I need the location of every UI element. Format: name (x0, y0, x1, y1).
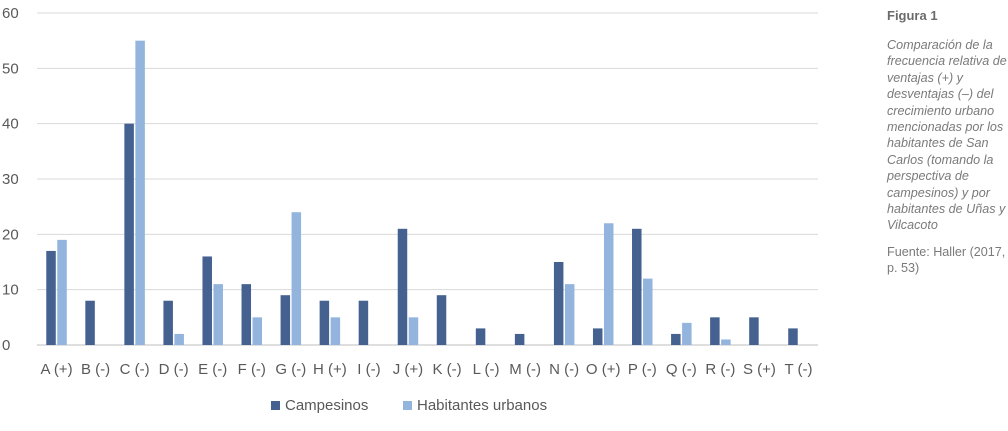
x-tick-label: R (-) (705, 361, 735, 378)
x-tick-label: M (-) (509, 361, 541, 378)
bar-campesinos (163, 300, 173, 345)
bar-campesinos (85, 300, 95, 345)
bar-habitantes-urbanos (291, 212, 302, 345)
gridlines (37, 12, 818, 346)
bar-campesinos (358, 300, 369, 345)
bar-habitantes-urbanos (721, 339, 731, 345)
bar-campesinos (632, 228, 642, 345)
x-tick-label: H (+) (313, 361, 347, 378)
x-tick-label: K (-) (432, 361, 461, 378)
bar-campesinos (553, 262, 564, 345)
bar-habitantes-urbanos (682, 322, 692, 345)
x-tick-label: E (-) (198, 361, 227, 378)
bar-campesinos (124, 123, 134, 346)
figure-label: Figura 1 (887, 8, 938, 23)
bar-campesinos (280, 295, 291, 345)
y-axis-ticks: 0 10 20 30 40 50 60 (2, 5, 19, 354)
bar-habitantes-urbanos (135, 40, 145, 346)
x-tick-label: N (-) (549, 361, 579, 378)
x-tick-label: F (-) (238, 361, 266, 378)
y-tick-label: 30 (2, 171, 19, 188)
legend-swatch (403, 401, 412, 410)
x-tick-label: P (-) (628, 361, 657, 378)
legend-label: Campesinos (285, 397, 368, 414)
legend-swatch (271, 401, 280, 410)
bar-campesinos (788, 328, 798, 345)
x-tick-label: I (-) (357, 361, 380, 378)
x-axis-ticks: A (+) B (-) C (-) D (-) E (-) F (-) G (-) H (+)… (40, 361, 812, 378)
bar-habitantes-urbanos (213, 284, 223, 345)
bar-campesinos (592, 328, 603, 345)
bars (46, 40, 798, 346)
x-tick-label: A (+) (40, 361, 72, 378)
figure-source: Fuente: Haller (2017, p. 53) (887, 244, 1006, 276)
bar-habitantes-urbanos (564, 284, 575, 345)
x-tick-label: L (-) (473, 361, 500, 378)
x-tick-label: D (-) (159, 361, 189, 378)
y-tick-label: 10 (2, 282, 19, 299)
y-tick-label: 20 (2, 226, 19, 243)
bar-campesinos (710, 317, 720, 345)
bar-campesinos (475, 328, 486, 345)
bar-campesinos (397, 228, 408, 345)
bar-habitantes-urbanos (603, 223, 614, 345)
x-tick-label: B (-) (81, 361, 110, 378)
legend-label: Habitantes urbanos (417, 397, 547, 414)
bar-campesinos (202, 256, 212, 345)
bar-campesinos (436, 295, 447, 345)
x-tick-label: Q (-) (666, 361, 697, 378)
bar-habitantes-urbanos (174, 333, 184, 345)
bar-habitantes-urbanos (643, 278, 653, 345)
bar-campesinos (671, 333, 681, 345)
bar-campesinos (46, 250, 56, 345)
x-tick-label: G (-) (275, 361, 306, 378)
figure-caption: Comparación de la frecuencia relativa de… (887, 38, 1007, 233)
bar-campesinos (749, 317, 759, 345)
bar-habitantes-urbanos (252, 317, 263, 345)
x-tick-label: J (+) (393, 361, 423, 378)
bar-campesinos (319, 300, 330, 345)
bar-habitantes-urbanos (408, 317, 419, 345)
bar-chart: 0 10 20 30 40 50 60 A (+) B (-) C (-) D (-) E (-) F… (2, 5, 818, 414)
legend: Campesinos Habitantes urbanos (271, 397, 547, 414)
figure-caption-panel: Figura 1 Comparación de la frecuencia re… (887, 8, 1008, 277)
y-tick-label: 40 (2, 116, 19, 133)
y-tick-label: 0 (2, 337, 10, 354)
x-tick-label: O (+) (586, 361, 621, 378)
bar-campesinos (241, 284, 252, 345)
x-tick-label: T (-) (784, 361, 812, 378)
x-tick-label: C (-) (120, 361, 150, 378)
y-tick-label: 50 (2, 60, 19, 77)
bar-habitantes-urbanos (330, 317, 341, 345)
y-tick-label: 60 (2, 5, 19, 22)
bar-campesinos (514, 333, 525, 345)
bar-habitantes-urbanos (57, 239, 67, 345)
x-tick-label: S (+) (743, 361, 776, 378)
